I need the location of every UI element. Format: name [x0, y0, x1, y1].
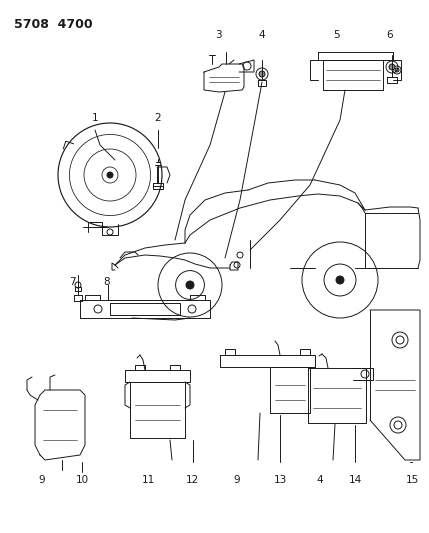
- Text: 6: 6: [387, 30, 393, 40]
- Text: 3: 3: [214, 30, 221, 40]
- Text: 14: 14: [348, 475, 362, 485]
- Circle shape: [186, 281, 194, 289]
- Text: 9: 9: [39, 475, 45, 485]
- Text: 8: 8: [104, 277, 110, 287]
- Text: 13: 13: [273, 475, 287, 485]
- Text: 15: 15: [405, 475, 419, 485]
- Circle shape: [259, 71, 265, 77]
- Circle shape: [389, 64, 395, 70]
- Text: 10: 10: [76, 475, 88, 485]
- Text: 2: 2: [155, 113, 161, 123]
- Circle shape: [107, 172, 113, 178]
- Text: 7: 7: [69, 277, 76, 287]
- Circle shape: [237, 252, 243, 258]
- Text: 5708  4700: 5708 4700: [14, 18, 93, 31]
- Circle shape: [395, 68, 399, 72]
- Text: 12: 12: [185, 475, 199, 485]
- Text: 5: 5: [332, 30, 339, 40]
- Text: 9: 9: [234, 475, 240, 485]
- Text: 11: 11: [142, 475, 154, 485]
- Circle shape: [336, 276, 344, 284]
- Text: 4: 4: [259, 30, 265, 40]
- Text: 1: 1: [92, 113, 98, 123]
- Text: 4: 4: [317, 475, 323, 485]
